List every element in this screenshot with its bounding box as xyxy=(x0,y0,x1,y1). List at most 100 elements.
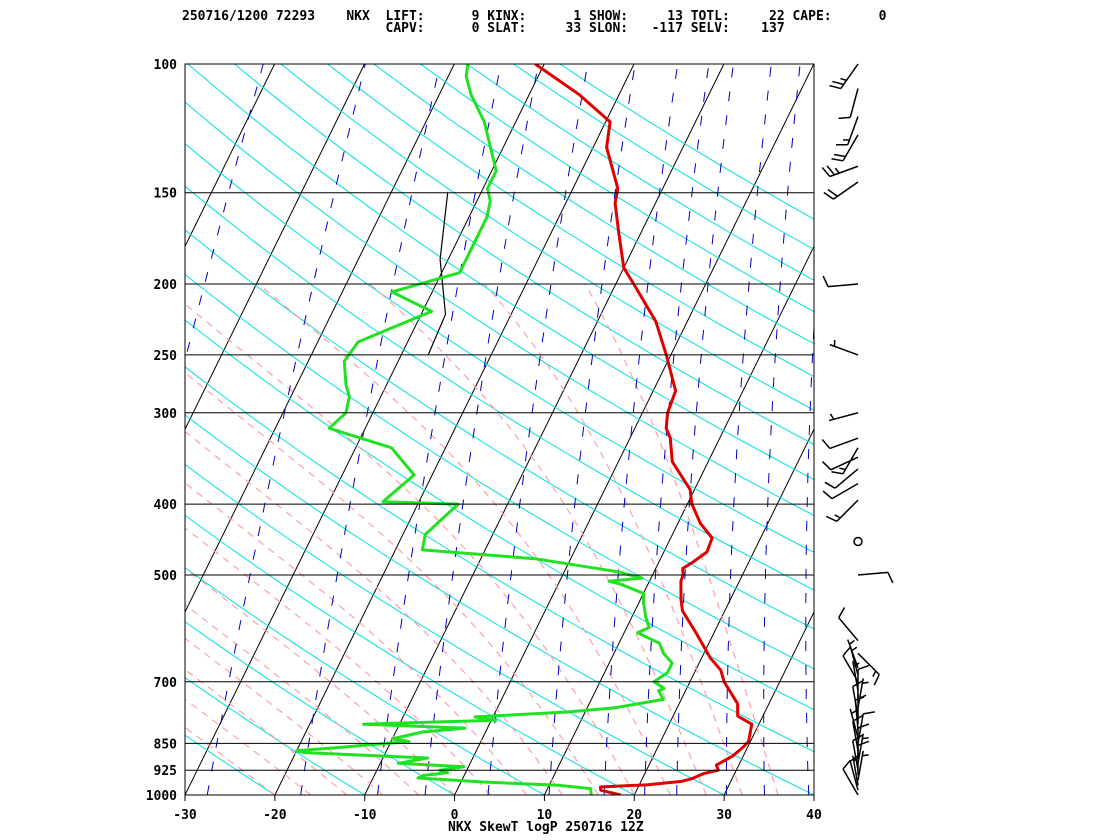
moist-adiabat xyxy=(584,283,779,795)
wind-barb xyxy=(857,571,894,584)
isotherm xyxy=(813,793,814,795)
wind-barb xyxy=(857,733,869,764)
isotherm xyxy=(0,64,5,795)
moist-adiabat xyxy=(185,726,276,795)
isotherm xyxy=(185,64,365,431)
wind-barb xyxy=(836,116,859,146)
wind-barb xyxy=(828,412,859,422)
wind-barb xyxy=(823,181,859,200)
pressure-tick-label: 100 xyxy=(154,58,178,73)
moist-adiabat xyxy=(185,303,635,795)
dry-adiabat xyxy=(185,143,814,553)
temperature-tick-label: 30 xyxy=(716,808,732,823)
temperature-tick-label: -30 xyxy=(173,808,197,823)
mixing-ratio-line xyxy=(206,64,366,795)
temperature-tick-label: 20 xyxy=(626,808,642,823)
wind-barb xyxy=(821,437,859,450)
pressure-tick-label: 700 xyxy=(154,676,178,691)
dry-adiabat xyxy=(185,185,814,591)
dry-adiabat xyxy=(185,101,814,517)
pressure-tick-label: 200 xyxy=(154,278,178,293)
dry-adiabat xyxy=(185,676,365,795)
mixing-ratio-line xyxy=(300,64,441,795)
dry-adiabat xyxy=(373,64,814,345)
mixing-ratio-line xyxy=(763,64,801,795)
moist-adiabat xyxy=(185,637,384,795)
mixing-ratio-line xyxy=(377,64,502,795)
isotherm xyxy=(543,245,814,795)
wind-barb xyxy=(857,652,880,686)
isotherm xyxy=(723,610,814,795)
dry-adiabat xyxy=(513,64,814,250)
pressure-tick-label: 150 xyxy=(154,187,178,202)
wind-barb xyxy=(829,63,859,90)
wind-barb xyxy=(857,711,875,744)
pressure-tick-label: 500 xyxy=(154,569,178,584)
wind-barb xyxy=(822,456,859,471)
wind-barb xyxy=(831,447,859,475)
temperature-tick-label: -10 xyxy=(353,808,377,823)
moist-adiabat xyxy=(257,283,671,795)
dry-adiabat xyxy=(559,64,814,220)
mixing-ratio-line xyxy=(805,317,814,795)
temperature-tick-label: -20 xyxy=(263,808,287,823)
moist-adiabat xyxy=(185,567,456,795)
mixing-ratio-line xyxy=(725,64,772,795)
wind-barb xyxy=(857,678,869,709)
isotherm xyxy=(185,64,276,248)
isotherm xyxy=(274,64,635,795)
isotherm xyxy=(185,64,545,795)
dry-adiabat xyxy=(185,514,635,795)
temperature-tick-label: 0 xyxy=(451,808,459,823)
dewpoint-line xyxy=(295,64,674,795)
dry-adiabat xyxy=(185,734,276,795)
wind-barb xyxy=(831,134,859,162)
pressure-tick-label: 1000 xyxy=(146,789,177,804)
dry-adiabat xyxy=(187,64,814,481)
isotherm xyxy=(904,64,1120,795)
moist-adiabat xyxy=(185,430,563,795)
dry-adiabat xyxy=(185,414,814,795)
temperature-tick-label: 10 xyxy=(537,808,553,823)
mixing-ratio-line xyxy=(487,64,589,795)
wind-barbs xyxy=(821,63,894,796)
wind-barb xyxy=(847,639,859,669)
moist-adiabat xyxy=(185,527,491,795)
wind-barb xyxy=(825,499,859,523)
isotherm xyxy=(185,64,455,614)
pressure-tick-label: 300 xyxy=(154,407,178,422)
isotherm xyxy=(364,64,725,795)
wind-calm-circle xyxy=(853,536,863,547)
moist-adiabat xyxy=(484,283,743,795)
wind-barb xyxy=(842,759,859,796)
pressure-tick-label: 850 xyxy=(154,737,178,752)
dry-adiabat xyxy=(185,319,814,711)
dry-adiabat xyxy=(466,64,814,281)
pressure-tick-label: 250 xyxy=(154,349,178,364)
temperature-line xyxy=(534,64,754,795)
wind-barb xyxy=(857,750,869,781)
plot-border xyxy=(184,63,815,796)
temperature-tick-label: 40 xyxy=(806,808,822,823)
header-line-2: CAPV: 0 SLAT: 33 SLON: -117 SELV: 137 xyxy=(182,21,785,36)
wind-barb xyxy=(824,468,859,489)
mixing-ratio-line xyxy=(644,64,710,795)
wind-barb xyxy=(838,607,859,642)
dry-adiabat xyxy=(280,64,814,411)
dry-adiabat xyxy=(420,64,814,313)
sounding-header: 250716/1200 72293 NKX LIFT: 9 KINX: 1 SH… xyxy=(0,0,1120,60)
wind-barb xyxy=(822,482,859,500)
moist-adiabat xyxy=(369,283,707,795)
isotherm xyxy=(0,64,95,795)
wind-barb xyxy=(829,340,859,356)
wind-barb xyxy=(821,165,859,178)
moist-adiabat xyxy=(185,371,599,795)
dry-adiabat xyxy=(234,64,814,445)
dry-adiabat xyxy=(185,366,814,753)
chart-caption: NKX SkewT logP 250716 12Z xyxy=(448,820,644,835)
header-line-1: 250716/1200 72293 NKX LIFT: 9 KINX: 1 SH… xyxy=(182,9,887,24)
moist-adiabat xyxy=(185,604,420,795)
pressure-tick-label: 400 xyxy=(154,498,178,513)
parcel-line xyxy=(427,192,449,356)
